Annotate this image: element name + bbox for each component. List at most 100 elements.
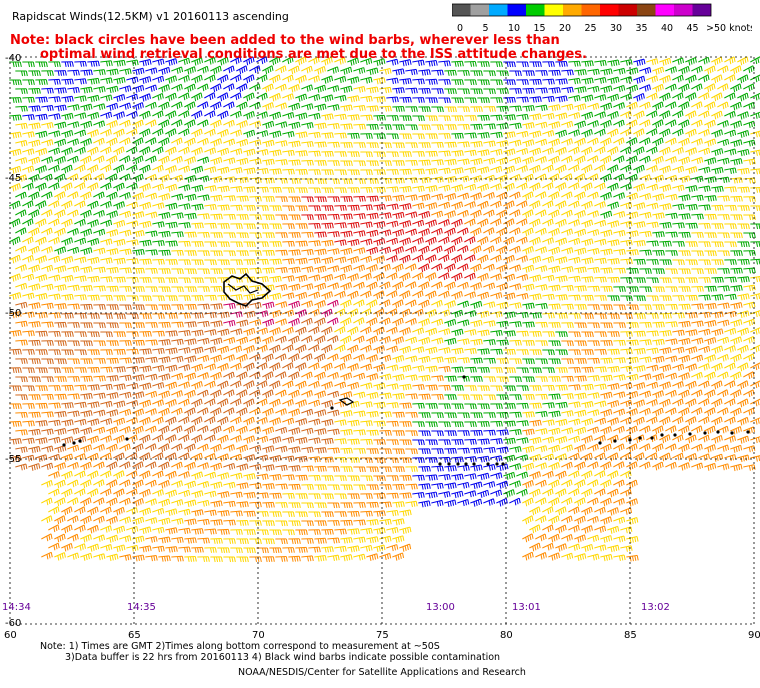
wind-barb [399,152,411,157]
wind-barb [607,384,619,391]
wind-barb [54,156,65,164]
wind-barb [425,273,436,281]
wind-barb [48,131,60,137]
wind-barb [737,277,749,283]
wind-barb [288,390,299,398]
wind-barb [314,300,325,308]
wind-barb [93,480,104,487]
wind-barb [425,475,437,481]
wind-barb [659,331,671,337]
wind-barb [145,102,156,109]
wind-barb [386,116,398,121]
wind-barb [67,266,79,272]
wind-barb [464,367,476,372]
wind-barb [743,268,755,273]
wind-barb [607,314,619,319]
wind-barb [646,399,657,406]
wind-barb [646,260,658,265]
wind-barb [41,412,53,417]
wind-barb [451,273,462,281]
wind-barb [548,377,560,382]
wind-barb [561,376,573,381]
wind-barb [587,121,598,128]
wind-barb [191,166,202,173]
wind-barb [646,129,657,136]
wind-barb [730,84,741,92]
wind-barb [353,143,365,148]
wind-barb [373,511,385,517]
wind-barb [548,323,560,328]
wind-barb [412,186,424,192]
wind-barb [613,120,624,127]
wind-barb [321,151,333,156]
wind-barb [477,184,488,192]
wind-barb [555,165,566,173]
wind-barb [685,186,697,193]
wind-barb [490,255,501,262]
wind-barb [145,250,157,255]
wind-barb [223,557,235,562]
wind-barb [691,157,702,164]
wind-barb [28,123,40,129]
wind-barb [28,246,39,254]
wind-barb [236,84,247,92]
wind-barb [483,340,495,346]
wind-barb [496,192,507,200]
wind-barb [750,310,760,317]
wind-barb [542,294,554,300]
wind-barb [483,141,495,147]
wind-barb [301,503,313,508]
wind-barb [61,165,72,173]
wind-barb [171,194,183,200]
wind-barb [490,237,501,244]
wind-barb [496,210,507,218]
wind-barb [535,429,547,435]
wind-barb [743,354,754,361]
wind-barb [672,399,683,406]
wind-barb [678,120,689,128]
wind-barb [230,205,242,210]
wind-barb [607,111,618,119]
wind-barb [613,305,625,310]
wind-barb [743,408,754,415]
wind-barb [730,268,742,273]
wind-barb [711,75,722,83]
wind-barb [548,428,560,435]
contamination-dot [472,462,475,465]
wind-barb [145,374,157,380]
wind-barb [620,296,632,301]
wind-barb [275,557,287,562]
wind-barb [308,292,319,299]
wind-barb [652,156,663,164]
wind-barb [425,440,437,445]
wind-barb [191,330,203,336]
wind-barb [327,179,339,184]
wind-barb [412,237,423,244]
wind-barb [171,269,183,274]
wind-barb [418,177,430,183]
wind-barb [67,122,78,128]
wind-barb [158,250,170,256]
wind-barb [457,142,469,148]
wind-barb [548,480,559,488]
wind-barb [152,129,163,136]
wind-barb [67,88,79,94]
wind-barb [249,285,261,291]
wind-barb [386,421,398,426]
wind-barb [574,210,585,218]
wind-barb [529,543,540,551]
wind-barb [490,421,502,426]
wind-barb [327,538,339,543]
wind-barb [158,305,170,310]
wind-barb [633,278,645,283]
wind-barb [204,454,215,461]
wind-barb [334,512,346,517]
wind-barb [93,376,105,381]
wind-barb [464,202,475,209]
wind-barb [28,359,40,364]
wind-barb [80,87,92,93]
wind-barb [698,399,709,406]
wind-barb [249,268,261,273]
contamination-dot [330,406,333,409]
wind-barb [61,238,72,246]
